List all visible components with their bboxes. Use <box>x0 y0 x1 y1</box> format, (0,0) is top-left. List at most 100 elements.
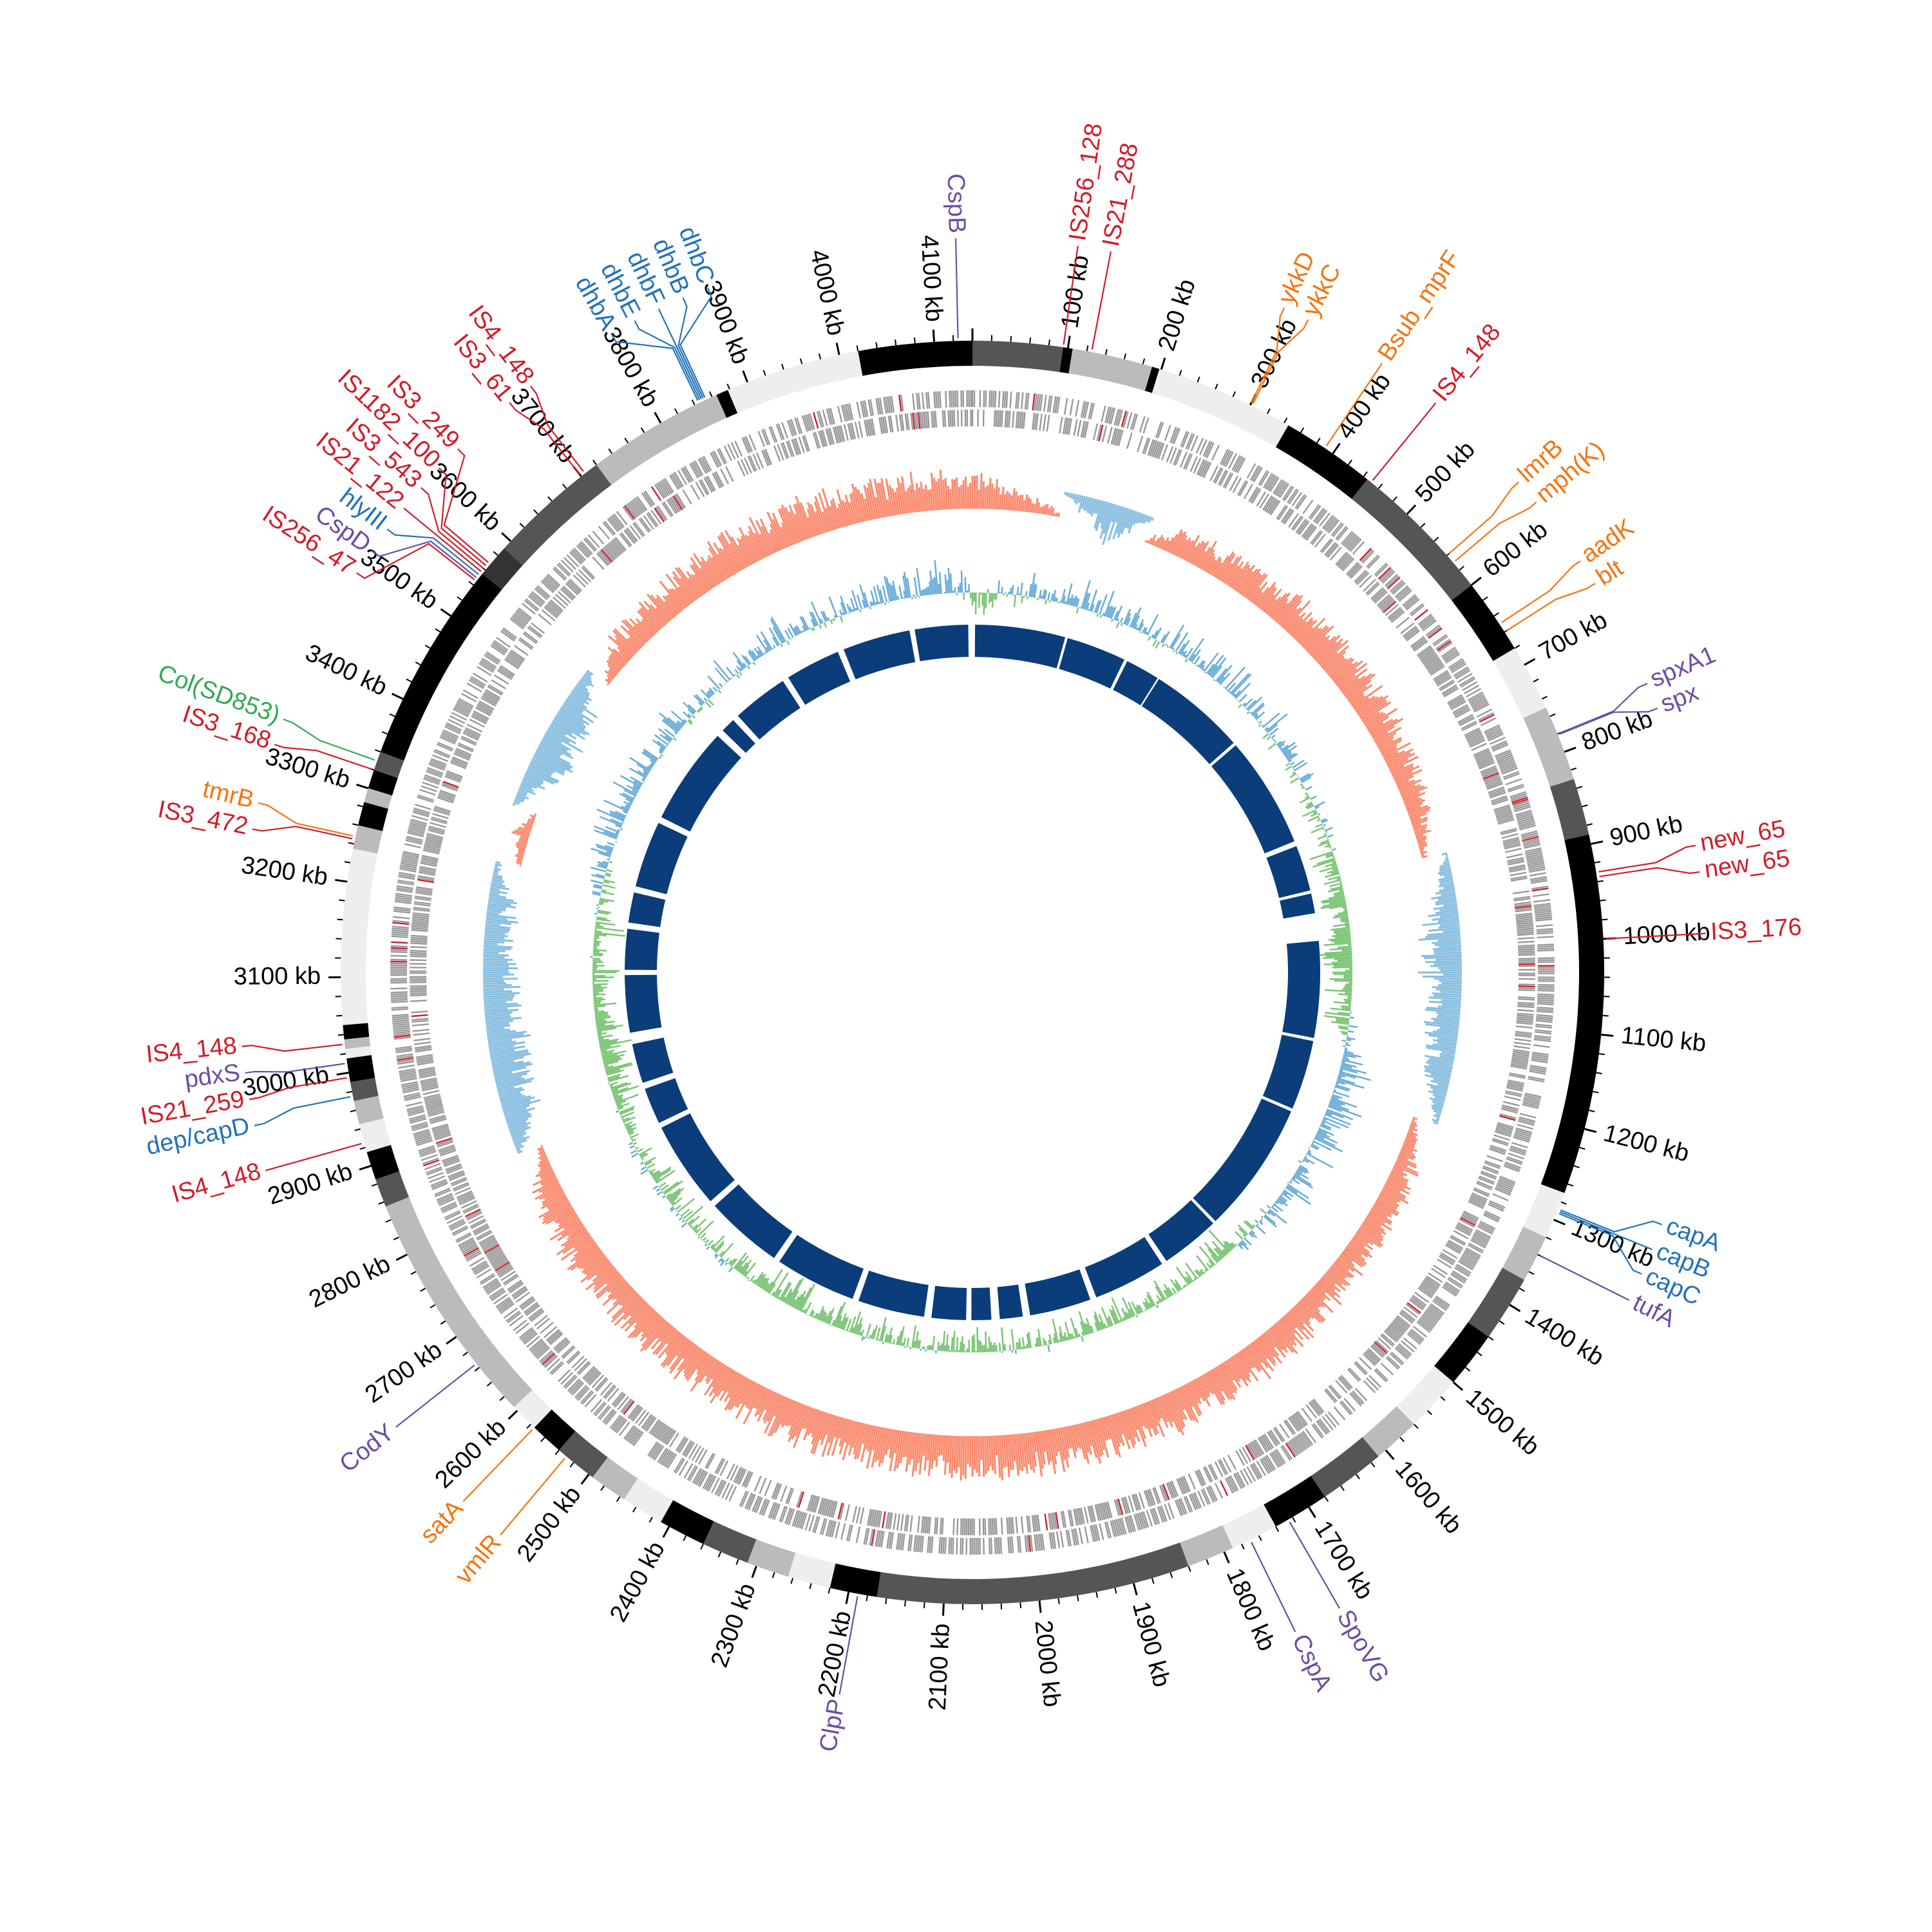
gc-content-bar <box>1242 702 1247 706</box>
gc-content-bar <box>1135 627 1139 630</box>
gc-skew-bar <box>1437 1016 1460 1021</box>
gene-mark <box>1518 954 1535 956</box>
gc-content-bar <box>1122 1318 1125 1321</box>
gene-mark <box>556 1340 570 1352</box>
gc-skew-bar <box>1244 1347 1262 1371</box>
gene-mark <box>1506 1084 1524 1090</box>
gc-content-bar <box>800 1283 816 1312</box>
gene-mark <box>952 1537 954 1555</box>
gc-skew-bar <box>1300 1298 1325 1323</box>
tick-label: 1700 kb <box>1309 1516 1379 1604</box>
gene-mark <box>1206 1486 1215 1503</box>
gc-skew-bar <box>1219 1363 1238 1391</box>
gc-content-bar <box>866 1323 871 1338</box>
gc-skew-bar <box>1275 1321 1297 1347</box>
gc-content-bar <box>1121 1307 1128 1320</box>
gc-skew-bar <box>1116 507 1127 534</box>
gene-mark <box>1410 1329 1425 1341</box>
gc-content-bar <box>1103 591 1115 617</box>
gene-mark <box>410 959 427 961</box>
gene-mark <box>896 1533 900 1550</box>
gene-mark <box>1512 1050 1530 1055</box>
gene-mark <box>1164 1504 1171 1520</box>
gc-skew-bar <box>541 1177 558 1187</box>
gene-mark <box>1340 1400 1353 1414</box>
minor-tick <box>562 483 567 489</box>
gc-skew-bar <box>1207 559 1217 574</box>
contig-band <box>747 1539 796 1577</box>
minor-tick <box>1179 370 1182 376</box>
gene-mark <box>1119 1518 1125 1535</box>
gene-mark <box>1312 1398 1325 1413</box>
gc-skew-bar <box>726 1372 740 1393</box>
gene-mark <box>1518 946 1535 949</box>
gene-mark <box>1083 1506 1089 1524</box>
gc-skew-bar <box>1007 493 1011 511</box>
gc-skew-bar <box>656 594 676 618</box>
gc-skew-bar <box>490 885 510 891</box>
gene-mark <box>740 459 749 475</box>
gene-mark <box>858 421 864 438</box>
gc-content-bar <box>1144 1302 1150 1310</box>
gc-content-bar <box>1307 1150 1312 1153</box>
gene-mark <box>431 1123 448 1130</box>
gene-mark <box>790 419 797 436</box>
gc-content-bar <box>1164 1289 1171 1298</box>
gene-mark <box>1202 440 1211 457</box>
gene-mark <box>896 1513 901 1531</box>
gc-content-bar <box>737 1265 743 1273</box>
gc-content-bar <box>670 1206 674 1210</box>
gc-content-bar <box>1251 702 1265 715</box>
gene-mark <box>1043 395 1047 412</box>
gene-mark <box>415 1046 432 1051</box>
gene-mark <box>511 1285 526 1297</box>
contig-band <box>1493 648 1546 719</box>
gc-skew-bar <box>1240 1349 1255 1368</box>
gc-skew-bar <box>724 530 747 569</box>
gene-mark <box>1432 1300 1447 1311</box>
gene-mark <box>1517 1014 1534 1018</box>
gene-mark <box>1388 1325 1403 1337</box>
gene-mark <box>1388 608 1403 620</box>
gene-mark <box>587 1370 600 1385</box>
gc-skew-bar <box>1182 1385 1201 1417</box>
gc-content-bar <box>1289 773 1297 779</box>
gene-mark <box>669 497 680 513</box>
minor-tick <box>790 1578 793 1584</box>
gene-mark <box>703 477 713 493</box>
gc-content-bar <box>1209 665 1218 676</box>
gc-skew-bar <box>495 863 502 867</box>
gene-mark <box>1418 1285 1434 1297</box>
gc-skew-bar <box>1396 1158 1417 1169</box>
gc-skew-bar <box>1034 498 1039 513</box>
gc-skew-bar <box>927 1434 932 1461</box>
gene-mark <box>1323 1389 1336 1403</box>
gene-mark <box>1103 1502 1109 1519</box>
gene-mark <box>1179 1477 1188 1493</box>
gc-skew-bar <box>539 1162 551 1169</box>
gene-mark <box>504 658 519 670</box>
gene-mark <box>580 540 593 554</box>
gc-content-bar <box>1285 762 1291 767</box>
gc-skew-bar <box>1098 1417 1107 1441</box>
gene-mark <box>787 1488 794 1505</box>
contig-band <box>1180 1525 1233 1566</box>
gene-mark <box>513 1288 528 1300</box>
gene-mark <box>412 914 430 918</box>
gc-skew-bar <box>523 776 542 786</box>
gc-skew-bar <box>1434 1103 1444 1108</box>
gene-mark <box>1052 396 1057 413</box>
gene-mark <box>1514 806 1531 813</box>
gc-skew-bar <box>754 1388 770 1417</box>
gene-mark <box>410 819 428 825</box>
gc-skew-bar <box>547 728 571 743</box>
gc-skew-bar <box>943 1435 949 1475</box>
gc-skew-bar <box>1425 960 1462 963</box>
gene-mark <box>1192 1493 1200 1509</box>
gc-skew-bar <box>1381 1188 1409 1204</box>
gene-mark <box>1519 1112 1537 1119</box>
gene-mark <box>418 1145 435 1152</box>
gene-mark <box>1417 613 1432 625</box>
gene-mark <box>1340 556 1354 571</box>
gene-mark <box>1264 496 1274 512</box>
